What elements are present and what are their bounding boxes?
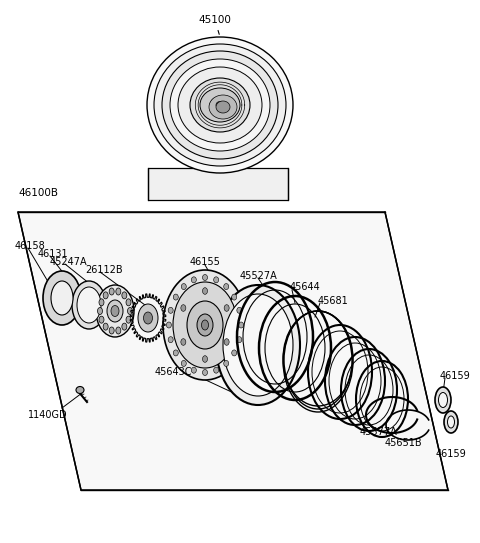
Ellipse shape — [51, 281, 73, 315]
Ellipse shape — [111, 306, 119, 317]
Ellipse shape — [224, 283, 228, 289]
Ellipse shape — [109, 288, 114, 295]
Ellipse shape — [439, 393, 447, 407]
Ellipse shape — [203, 356, 207, 362]
Ellipse shape — [162, 51, 278, 159]
Text: 46158: 46158 — [15, 241, 46, 251]
Ellipse shape — [138, 304, 158, 332]
Text: 46159: 46159 — [440, 371, 471, 381]
Ellipse shape — [210, 97, 230, 113]
Ellipse shape — [154, 44, 286, 166]
Text: 45651B: 45651B — [385, 438, 422, 448]
Ellipse shape — [223, 294, 293, 396]
Ellipse shape — [167, 322, 171, 328]
Ellipse shape — [122, 292, 127, 299]
Ellipse shape — [181, 283, 186, 289]
Ellipse shape — [237, 337, 242, 343]
Ellipse shape — [173, 350, 178, 356]
Text: 46131: 46131 — [38, 249, 69, 259]
Ellipse shape — [444, 411, 458, 433]
Ellipse shape — [173, 294, 178, 300]
Ellipse shape — [147, 37, 293, 173]
Ellipse shape — [128, 307, 132, 314]
Ellipse shape — [190, 78, 250, 132]
Text: 45644: 45644 — [290, 282, 321, 292]
Ellipse shape — [99, 299, 104, 306]
Ellipse shape — [224, 339, 229, 345]
Ellipse shape — [144, 312, 153, 324]
Ellipse shape — [232, 350, 237, 356]
Text: 46155: 46155 — [190, 257, 221, 267]
Text: 46100B: 46100B — [18, 188, 58, 198]
Ellipse shape — [173, 282, 237, 368]
Ellipse shape — [126, 299, 131, 306]
Text: 1140GD: 1140GD — [28, 410, 68, 420]
Ellipse shape — [76, 387, 84, 394]
Ellipse shape — [224, 361, 228, 367]
Ellipse shape — [122, 323, 127, 330]
Ellipse shape — [239, 322, 243, 328]
Text: 26112B: 26112B — [85, 265, 122, 275]
Text: 45643C: 45643C — [155, 367, 192, 377]
Ellipse shape — [216, 285, 300, 405]
Ellipse shape — [214, 367, 219, 373]
Text: 45681: 45681 — [318, 296, 349, 306]
Ellipse shape — [209, 95, 237, 119]
Ellipse shape — [116, 288, 121, 295]
Ellipse shape — [237, 307, 242, 313]
Text: 45247A: 45247A — [50, 257, 88, 267]
Ellipse shape — [203, 275, 207, 281]
Ellipse shape — [178, 67, 262, 143]
Ellipse shape — [43, 271, 81, 325]
Ellipse shape — [97, 307, 103, 314]
Ellipse shape — [216, 102, 224, 109]
Ellipse shape — [447, 416, 455, 428]
Ellipse shape — [203, 288, 207, 294]
Ellipse shape — [181, 305, 186, 311]
Polygon shape — [18, 212, 448, 490]
Ellipse shape — [181, 339, 186, 345]
Ellipse shape — [72, 281, 106, 329]
Ellipse shape — [192, 367, 196, 373]
Ellipse shape — [168, 337, 173, 343]
Ellipse shape — [103, 292, 108, 299]
Ellipse shape — [96, 285, 134, 337]
Ellipse shape — [202, 320, 208, 330]
Ellipse shape — [214, 277, 219, 283]
Ellipse shape — [197, 314, 213, 336]
Text: 45100: 45100 — [199, 15, 231, 34]
Ellipse shape — [103, 323, 108, 330]
Ellipse shape — [181, 361, 186, 367]
Ellipse shape — [163, 270, 247, 380]
Ellipse shape — [435, 387, 451, 413]
Ellipse shape — [187, 301, 223, 349]
Ellipse shape — [192, 277, 196, 283]
Ellipse shape — [232, 294, 237, 300]
Text: 46159: 46159 — [436, 449, 467, 459]
Ellipse shape — [126, 316, 131, 323]
Ellipse shape — [170, 59, 270, 151]
Polygon shape — [148, 168, 288, 200]
Ellipse shape — [216, 101, 230, 113]
Ellipse shape — [203, 369, 207, 376]
Ellipse shape — [99, 316, 104, 323]
Ellipse shape — [168, 307, 173, 313]
Ellipse shape — [109, 327, 114, 334]
Ellipse shape — [77, 287, 101, 323]
Ellipse shape — [224, 305, 229, 311]
Ellipse shape — [107, 300, 123, 322]
Text: 45527A: 45527A — [240, 271, 278, 281]
Ellipse shape — [200, 88, 240, 122]
Ellipse shape — [116, 327, 121, 334]
Text: 45577A: 45577A — [360, 427, 398, 437]
